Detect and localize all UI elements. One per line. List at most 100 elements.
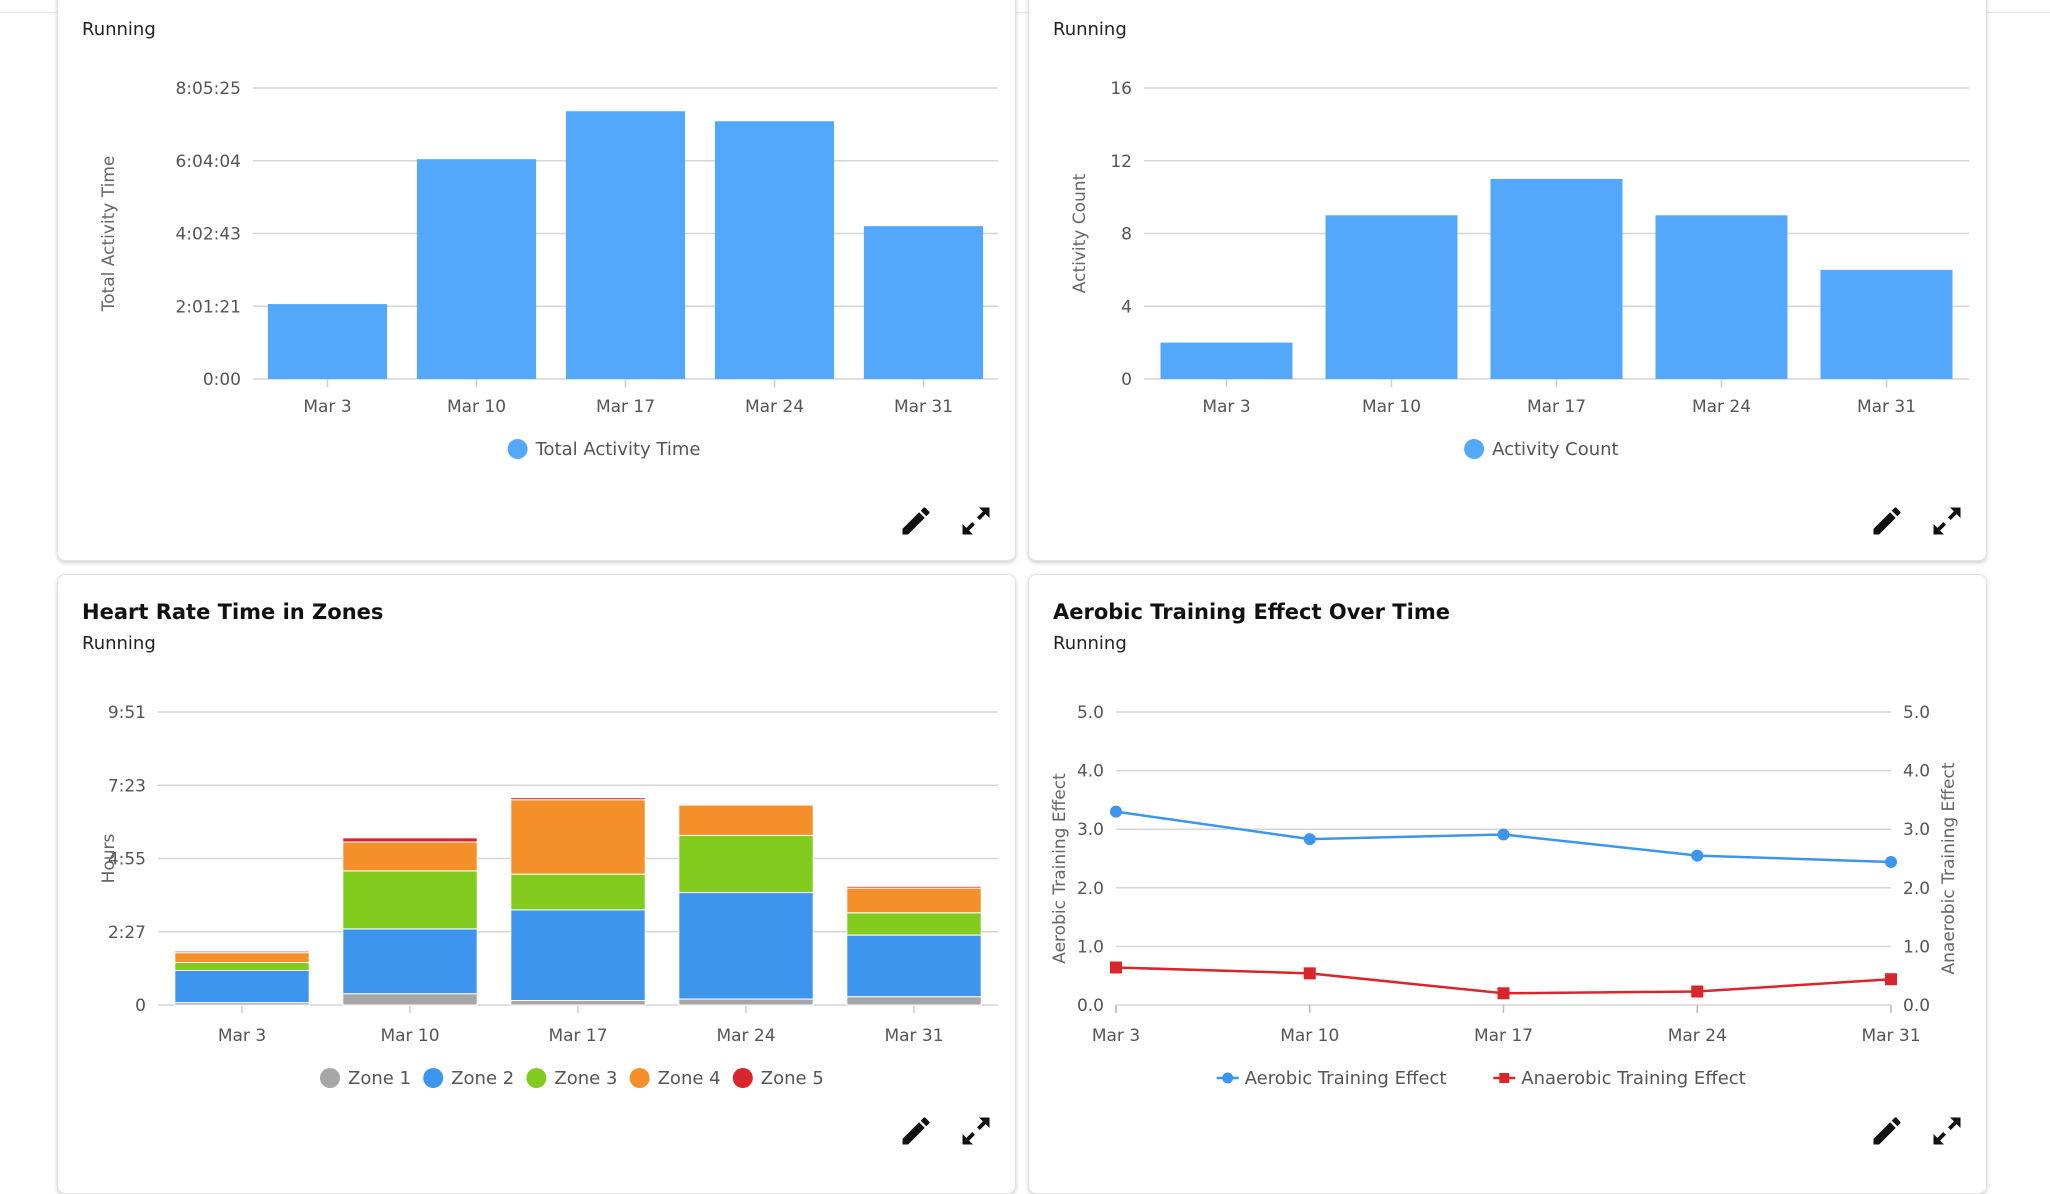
- legend-swatch: [423, 1068, 444, 1088]
- bar-segment: [846, 912, 982, 936]
- bar: [714, 121, 835, 379]
- y2-tick-label: 2.0: [1903, 879, 1930, 899]
- bar-segment: [174, 950, 310, 954]
- legend-marker: [1222, 1072, 1234, 1084]
- y-tick-label: 9:51: [108, 703, 146, 723]
- legend-swatch: [732, 1068, 753, 1088]
- y-tick-label: 4.0: [1077, 762, 1104, 782]
- x-tick-label: Mar 3: [303, 397, 351, 417]
- data-point: [1885, 973, 1897, 986]
- bar: [416, 159, 537, 379]
- chart-card-total-activity-time: Running 0:00 2:01:21 4:02:43 6:04:04 8:05:25…: [57, 0, 1016, 561]
- legend-swatch: [507, 439, 528, 459]
- y-axis-title: Activity Count: [1070, 173, 1090, 293]
- legend-label: Zone 2: [451, 1068, 514, 1089]
- bar-segment: [678, 804, 814, 836]
- y-tick-label: 0.0: [1077, 996, 1104, 1016]
- edit-button[interactable]: [898, 503, 934, 539]
- y2-tick-label: 5.0: [1903, 703, 1930, 723]
- bar: [1820, 269, 1953, 379]
- bar: [1160, 342, 1293, 379]
- expand-button[interactable]: [1929, 1113, 1965, 1149]
- bar: [565, 111, 686, 379]
- y-tick-label: 0: [1121, 370, 1132, 390]
- bar-segment: [342, 928, 478, 995]
- x-tick-label: Mar 10: [447, 397, 506, 417]
- chart-card-activity-count: Running 0 4 8 12 16 Activity Count Mar 3 Mar 10…: [1028, 0, 1987, 561]
- legend-label: Zone 3: [554, 1068, 617, 1089]
- bar-segment: [342, 837, 478, 843]
- edit-button[interactable]: [1869, 1113, 1905, 1149]
- bar-segment: [174, 961, 310, 971]
- expand-button[interactable]: [958, 1113, 994, 1149]
- edit-button[interactable]: [1869, 503, 1905, 539]
- expand-icon: [962, 1117, 990, 1145]
- card-subtitle: Running: [1053, 633, 1127, 654]
- total-activity-time-chart: 0:00 2:01:21 4:02:43 6:04:04 8:05:25 Total Ac…: [99, 79, 998, 460]
- bar-segment: [846, 934, 982, 998]
- card-subtitle: Running: [1053, 19, 1127, 40]
- bar-segment: [510, 873, 646, 911]
- y2-tick-label: 4.0: [1903, 762, 1930, 782]
- y-tick-label: 8: [1121, 225, 1132, 245]
- data-point: [1110, 961, 1122, 974]
- y-tick-label: 1.0: [1077, 937, 1104, 957]
- bar-segment: [678, 834, 814, 894]
- y-tick-label: 4: [1121, 297, 1132, 317]
- bar-segment: [510, 1000, 646, 1006]
- expand-button[interactable]: [958, 503, 994, 539]
- data-point: [1303, 967, 1316, 980]
- y-tick-label: 0:00: [203, 370, 241, 390]
- y-tick-label: 12: [1110, 152, 1132, 172]
- y-tick-label: 3.0: [1077, 820, 1104, 840]
- x-tick-label: Mar 17: [548, 1026, 607, 1046]
- heart-rate-zones-chart: 0 2:27 4:55 7:23 9:51 Hours Mar 3 Mar 10 Mar 17 M…: [99, 703, 998, 1089]
- chart-card-aerobic-training-effect: Aerobic Training Effect Over Time Runnin…: [1028, 574, 1987, 1194]
- legend-label: Anaerobic Training Effect: [1521, 1068, 1745, 1089]
- x-tick-label: Mar 24: [745, 397, 804, 417]
- data-point: [1497, 828, 1510, 841]
- card-subtitle: Running: [82, 19, 156, 40]
- x-tick-label: Mar 3: [1092, 1026, 1140, 1046]
- bar: [1325, 215, 1458, 379]
- data-point: [1691, 985, 1704, 998]
- chart-card-heart-rate-zones: Heart Rate Time in Zones Running 0 2:27 4:…: [57, 574, 1016, 1194]
- x-tick-label: Mar 3: [1202, 397, 1250, 417]
- legend-swatch: [629, 1068, 650, 1088]
- bar-segment: [510, 797, 646, 801]
- x-tick-label: Mar 10: [1362, 397, 1421, 417]
- x-tick-label: Mar 24: [1668, 1026, 1727, 1046]
- expand-button[interactable]: [1929, 503, 1965, 539]
- y-tick-label: 2:27: [108, 923, 146, 943]
- y-tick-label: 8:05:25: [175, 79, 241, 99]
- data-point: [1303, 833, 1316, 846]
- x-tick-label: Mar 17: [596, 397, 655, 417]
- legend-label: Aerobic Training Effect: [1245, 1068, 1447, 1089]
- expand-icon: [962, 507, 990, 535]
- y-axis-title: Aerobic Training Effect: [1050, 773, 1070, 964]
- bar-segment: [846, 996, 982, 1006]
- y2-tick-label: 3.0: [1903, 820, 1930, 840]
- x-tick-label: Mar 10: [380, 1026, 439, 1046]
- pencil-icon: [1873, 1117, 1901, 1145]
- edit-button[interactable]: [898, 1113, 934, 1149]
- y-tick-label: 6:04:04: [175, 152, 241, 172]
- data-point: [1497, 987, 1510, 1000]
- bar-segment: [678, 892, 814, 1000]
- card-title: Aerobic Training Effect Over Time: [1053, 600, 1450, 624]
- y2-tick-label: 1.0: [1903, 937, 1930, 957]
- pencil-icon: [902, 1117, 930, 1145]
- y-axis-title: Total Activity Time: [99, 156, 119, 313]
- expand-icon: [1933, 507, 1961, 535]
- x-tick-label: Mar 17: [1474, 1026, 1533, 1046]
- card-title: Heart Rate Time in Zones: [82, 600, 384, 624]
- x-tick-label: Mar 24: [1692, 397, 1751, 417]
- legend-marker: [1499, 1073, 1510, 1083]
- x-tick-label: Mar 24: [716, 1026, 775, 1046]
- bar-segment: [846, 887, 982, 914]
- data-point: [1885, 856, 1897, 869]
- legend-label: Total Activity Time: [535, 439, 701, 460]
- bar: [267, 304, 388, 379]
- x-tick-label: Mar 31: [1857, 397, 1916, 417]
- bar: [1655, 215, 1788, 379]
